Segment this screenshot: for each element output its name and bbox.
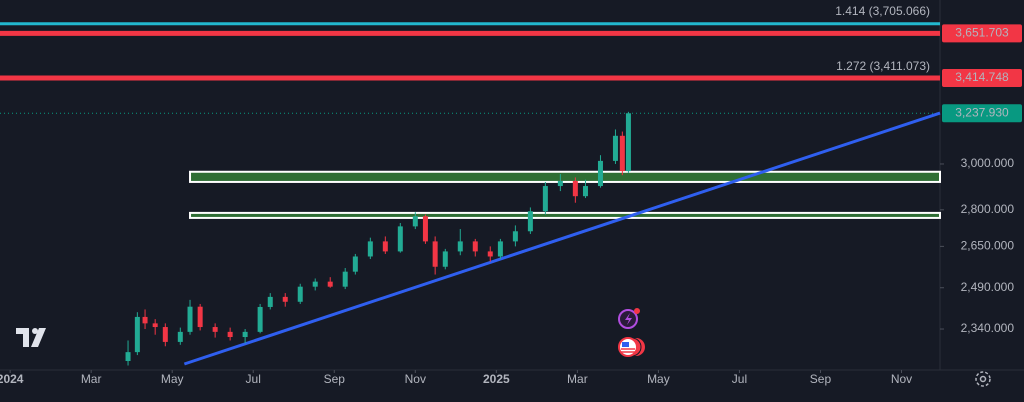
candle-body	[367, 241, 373, 257]
candle-body	[487, 251, 493, 257]
x-tick-label: Sep	[324, 372, 346, 386]
candle-body	[267, 296, 273, 307]
y-tick-label: 2,800.000	[961, 202, 1015, 216]
x-tick-label: Nov	[405, 372, 426, 386]
x-tick-label: Mar	[567, 372, 588, 386]
candle-body	[152, 323, 158, 328]
candle-body	[257, 306, 263, 332]
candle-body	[397, 226, 403, 252]
candle-body	[597, 160, 603, 187]
x-tick-label: May	[161, 372, 184, 386]
candle-body	[142, 316, 148, 324]
price-tag-label: 3,237.930	[955, 105, 1009, 119]
candle-body	[162, 327, 168, 342]
candle-body	[572, 181, 578, 197]
candle-body	[432, 241, 438, 267]
price-tag	[942, 104, 1022, 123]
candle-body	[212, 327, 218, 332]
x-tick-label: May	[647, 372, 670, 386]
candle-body	[527, 211, 533, 232]
candle-body	[125, 352, 131, 362]
candle-body	[197, 306, 203, 328]
fib-label: 1.414 (3,705.066)	[835, 4, 930, 18]
y-tick-label: 2,650.000	[961, 239, 1015, 253]
candle-body	[582, 186, 588, 197]
y-tick-label: 2,340.000	[961, 321, 1015, 335]
candle-body	[282, 296, 288, 302]
y-tick-label: 3,000.000	[961, 156, 1015, 170]
candle-body	[312, 281, 318, 287]
candle-body	[625, 113, 631, 172]
candle-body	[422, 216, 428, 242]
candle-body	[242, 331, 248, 338]
zone	[189, 211, 941, 219]
price-tag-label: 3,651.703	[955, 26, 1009, 40]
price-tag	[942, 68, 1022, 87]
candle-body	[297, 286, 303, 302]
candle-body	[134, 316, 140, 353]
event-icon[interactable]	[618, 337, 645, 357]
candle-body	[457, 241, 463, 252]
event-icon[interactable]	[618, 308, 640, 329]
candle-body	[442, 251, 448, 267]
candle-body	[382, 241, 388, 252]
x-tick-label: Sep	[810, 372, 832, 386]
zone	[189, 170, 941, 183]
settings-icon[interactable]	[975, 371, 991, 387]
x-tick-label: 2025	[483, 372, 510, 386]
price-tag	[942, 24, 1022, 43]
x-tick-label: Jul	[732, 372, 747, 386]
candle-body	[612, 135, 618, 161]
plot-area: 2,340.000 2,490.000 2,650.000 2,800.000 3,00…	[0, 0, 1024, 386]
logo	[16, 328, 46, 347]
candle-body	[412, 216, 418, 227]
x-tick-label: Jul	[246, 372, 261, 386]
candle-body	[472, 241, 478, 252]
x-tick-label: Mar	[81, 372, 102, 386]
candle-body	[327, 281, 333, 287]
candle-body	[177, 331, 183, 342]
x-tick-label: Nov	[891, 372, 912, 386]
y-tick-label: 2,490.000	[961, 280, 1015, 294]
candle-body	[497, 241, 503, 257]
fib-label: 1.272 (3,411.073)	[836, 59, 930, 73]
candle-body	[342, 271, 348, 287]
candle-body	[557, 181, 563, 187]
candle-body	[619, 135, 625, 172]
candle-body	[352, 256, 358, 272]
x-tick-label: 2024	[0, 372, 24, 386]
candle-body	[227, 331, 233, 338]
candle-body	[542, 186, 548, 212]
candle-body	[512, 231, 518, 242]
candle-body	[187, 306, 193, 332]
trendline	[183, 111, 941, 366]
price-tag-label: 3,414.748	[955, 70, 1009, 84]
